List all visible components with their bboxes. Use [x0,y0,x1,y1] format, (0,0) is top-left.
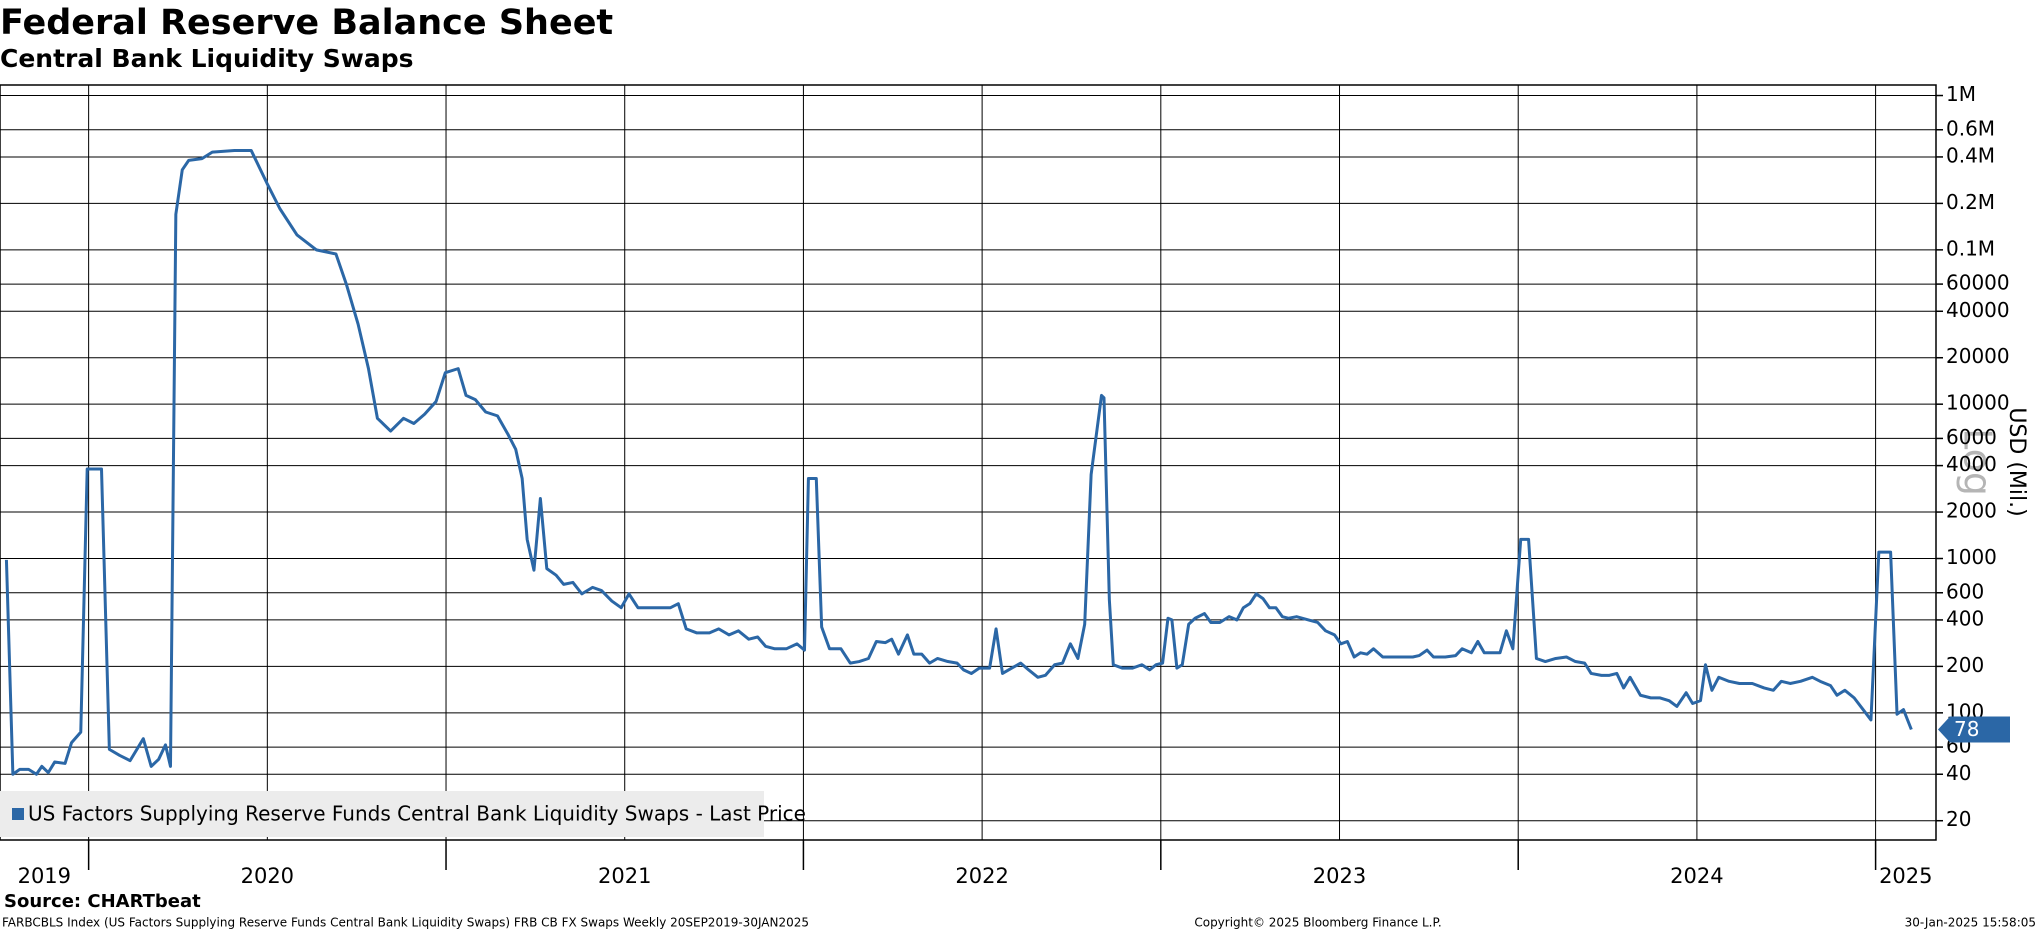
y-tick-label: 0.1M [1946,236,1995,260]
y-tick-label: 20 [1946,807,1971,831]
plot-frame [0,84,1937,841]
last-price-label: 78 [1954,717,1979,741]
y-tick-label: 40 [1946,761,1971,785]
y-tick-label: 200 [1946,653,1984,677]
legend-box [0,791,764,837]
y-tick-label: 1000 [1946,545,1997,569]
y-tick-label: 0.2M [1946,190,1995,214]
y-tick-label: 60000 [1946,271,2010,295]
y-tick-label: 6000 [1946,425,1997,449]
scale-watermark: Log [1956,428,2000,496]
legend: US Factors Supplying Reserve Funds Centr… [0,791,806,837]
y-tick-label: 600 [1946,579,1984,603]
y-tick-label: 40000 [1946,298,2010,322]
x-tick-label: 2024 [1670,864,1723,888]
y-tick-label: 10000 [1946,391,2010,415]
y-axis-title: USD (Mil.) [2004,407,2029,516]
x-tick-label: 2019 [18,864,71,888]
series-line [4,149,1913,776]
footer-center: Copyright© 2025 Bloomberg Finance L.P. [1194,916,1441,930]
last-price-tag [1938,716,2010,743]
x-tick-label: 2020 [241,864,294,888]
chart-title: Federal Reserve Balance Sheet [0,3,613,43]
x-tick-label: 2025 [1879,864,1932,888]
legend-label: US Factors Supplying Reserve Funds Centr… [28,802,806,826]
source-note: Source: CHARTbeat [4,891,201,912]
y-tick-label: 1M [1946,82,1976,106]
y-tick-label: 4000 [1946,452,1997,476]
x-tick-label: 2022 [955,864,1008,888]
x-tick-label: 2023 [1313,864,1366,888]
y-tick-label: 2000 [1946,499,1997,523]
x-tick-label: 2021 [598,864,651,888]
y-tick-label: 0.4M [1946,143,1995,167]
legend-swatch [12,808,24,820]
y-tick-label: 400 [1946,606,1984,630]
footer-right: 30-Jan-2025 15:58:05 [1905,916,2036,930]
y-tick-label: 20000 [1946,344,2010,368]
y-tick-label: 0.6M [1946,116,1995,140]
chart-subtitle: Central Bank Liquidity Swaps [0,44,414,73]
footer-left: FARBCBLS Index (US Factors Supplying Res… [2,916,809,930]
